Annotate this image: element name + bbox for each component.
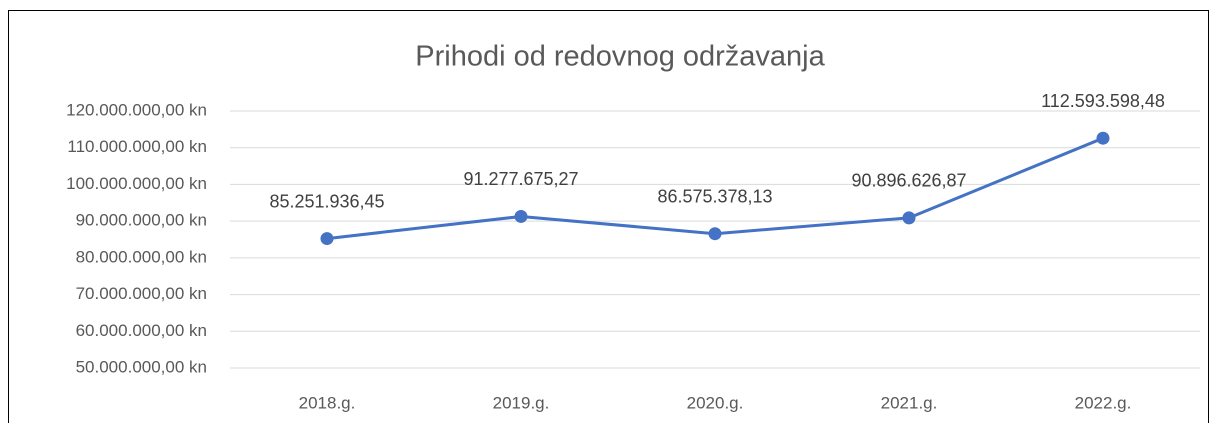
- data-label: 112.593.598,48: [1041, 91, 1165, 111]
- point-marker: [320, 232, 334, 246]
- data-label: 91.277.675,27: [463, 169, 578, 189]
- y-tick-label: 90.000.000,00 kn: [76, 211, 207, 230]
- y-tick-label: 100.000.000,00 kn: [66, 174, 207, 193]
- y-tick-label: 70.000.000,00 kn: [76, 284, 207, 303]
- data-label: 85.251.936,45: [269, 191, 384, 211]
- x-tick-label: 2019.g.: [493, 393, 550, 412]
- y-tick-label: 50.000.000,00 kn: [76, 357, 207, 376]
- point-marker: [902, 211, 916, 225]
- x-tick-label: 2021.g.: [881, 393, 938, 412]
- point-marker: [1096, 131, 1110, 145]
- y-tick-label: 110.000.000,00 kn: [67, 137, 207, 156]
- point-marker: [514, 209, 528, 223]
- x-tick-label: 2018.g.: [299, 393, 356, 412]
- chart-border: [8, 10, 1209, 423]
- data-label: 90.896.626,87: [851, 171, 966, 191]
- y-tick-label: 80.000.000,00 kn: [76, 247, 207, 266]
- chart-title: Prihodi od redovnog održavanja: [415, 41, 825, 73]
- y-tick-label: 60.000.000,00 kn: [76, 321, 207, 340]
- y-tick-label: 120.000.000,00 kn: [66, 100, 207, 119]
- x-tick-label: 2020.g.: [687, 393, 744, 412]
- point-marker: [708, 227, 722, 241]
- data-label: 86.575.378,13: [657, 186, 772, 206]
- x-tick-label: 2022.g.: [1075, 393, 1132, 412]
